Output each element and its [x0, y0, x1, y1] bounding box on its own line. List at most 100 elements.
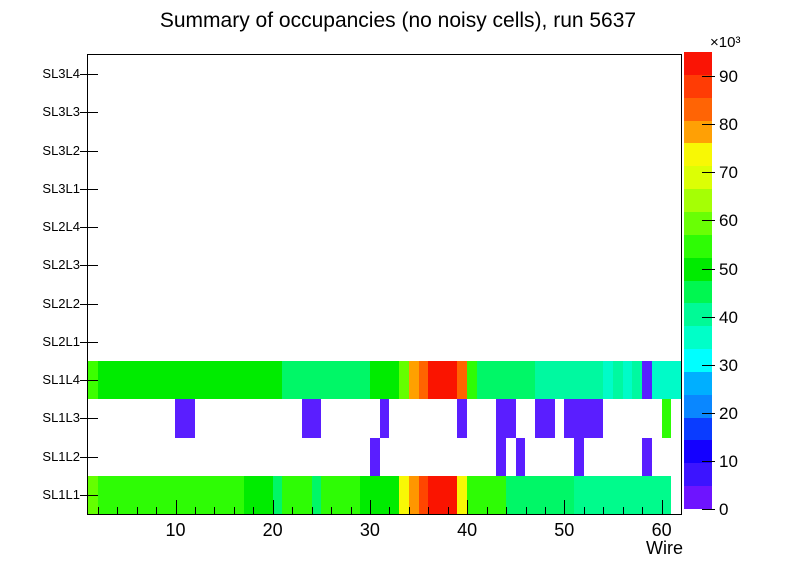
colorbar-band: [684, 51, 712, 75]
colorbar-tick: [702, 172, 715, 174]
x-axis-minor-tick: [233, 507, 235, 514]
colorbar-band: [684, 188, 712, 212]
x-axis-minor-tick: [253, 507, 255, 514]
x-axis-title: Wire: [646, 538, 683, 558]
y-axis-label: SL2L3: [42, 257, 80, 273]
y-axis-tick: [80, 227, 98, 229]
x-axis-minor-tick: [311, 507, 313, 514]
heatmap-cell: [496, 437, 507, 476]
x-axis-minor-tick: [97, 507, 99, 514]
heatmap-cell: [399, 361, 409, 400]
y-axis-tick: [80, 303, 98, 305]
colorbar-band: [684, 417, 712, 441]
colorbar-tick: [702, 316, 715, 318]
x-axis-minor-tick: [428, 507, 430, 514]
heatmap-cell: [574, 475, 672, 514]
heatmap-cell: [467, 475, 506, 514]
x-axis-minor-tick: [642, 507, 644, 514]
heatmap-cell: [428, 475, 458, 514]
heatmap-cell: [282, 361, 370, 400]
heatmap-cell: [574, 437, 584, 476]
y-axis-tick: [80, 380, 98, 382]
x-axis-tick-label: 30: [359, 520, 380, 540]
heatmap-cell: [535, 361, 604, 400]
x-axis-tick-label: 60: [651, 520, 672, 540]
y-axis-label: SL3L2: [42, 142, 80, 158]
colorbar-band: [684, 120, 712, 144]
colorbar-tick-label: 20: [719, 403, 738, 423]
heatmap-cell: [622, 361, 633, 400]
x-axis-tick: [661, 500, 663, 514]
heatmap-cell: [506, 475, 575, 514]
colorbar-tick: [702, 124, 715, 126]
heatmap-cell: [428, 361, 458, 400]
colorbar-tick: [702, 364, 715, 366]
z-axis-multiplier: ×10³: [710, 34, 741, 51]
x-axis-minor-tick: [156, 507, 157, 514]
colorbar-band: [684, 280, 712, 304]
heatmap-cell: [642, 437, 652, 476]
colorbar-tick-label: 60: [719, 211, 738, 231]
colorbar-tick: [702, 460, 715, 462]
colorbar-tick-label: 0: [719, 500, 729, 519]
x-axis-minor-tick: [214, 507, 216, 514]
colorbar-tick: [702, 509, 715, 510]
x-axis-minor-tick: [292, 507, 294, 514]
colorbar-band: [684, 257, 712, 281]
heatmap-cell: [399, 475, 409, 514]
colorbar-tick-label: 80: [719, 115, 738, 135]
heatmap-cell: [535, 399, 555, 438]
y-axis-label: SL1L1: [42, 486, 80, 502]
plot-frame: [87, 54, 682, 515]
colorbar-band: [684, 74, 712, 98]
x-axis-minor-tick: [194, 507, 196, 514]
colorbar-band: [684, 394, 712, 418]
colorbar-band: [684, 371, 712, 395]
x-axis-tick: [564, 500, 566, 514]
colorbar-tick: [702, 412, 715, 414]
heatmap-cell: [603, 361, 613, 400]
y-axis-label: SL1L4: [42, 372, 80, 388]
heatmap-cell: [408, 361, 419, 400]
heatmap-cell: [369, 437, 380, 476]
colorbar-tick: [702, 220, 715, 222]
y-axis-label: SL3L1: [42, 180, 80, 196]
y-axis-tick: [80, 74, 98, 76]
heatmap-cell: [321, 475, 361, 514]
y-axis-tick: [80, 418, 98, 420]
colorbar-band: [684, 234, 712, 258]
heatmap-cell: [651, 361, 681, 400]
x-axis-minor-tick: [136, 507, 138, 514]
colorbar-band: [684, 142, 712, 167]
y-axis-label: SL1L2: [42, 448, 80, 464]
x-axis-minor-tick: [408, 507, 410, 514]
x-axis-minor-tick: [447, 507, 449, 514]
heatmap-cell: [97, 475, 244, 514]
y-axis-tick: [80, 341, 98, 343]
y-axis-label: SL1L3: [42, 410, 80, 426]
heatmap-cell: [496, 399, 516, 438]
x-axis-minor-tick: [622, 507, 624, 514]
heatmap-cell: [418, 361, 429, 400]
heatmap-cell: [88, 475, 98, 514]
x-axis-minor-tick: [350, 507, 352, 514]
heatmap-cell: [457, 361, 468, 400]
colorbar-band: [684, 211, 712, 235]
heatmap-cell: [515, 437, 526, 476]
x-axis-tick: [272, 500, 274, 514]
colorbar-tick-label: 90: [719, 67, 738, 87]
colorbar-band: [684, 439, 712, 464]
heatmap-cell: [467, 361, 477, 400]
colorbar-tick-label: 30: [719, 355, 738, 375]
y-axis-tick: [80, 188, 98, 190]
colorbar-tick-label: 10: [719, 451, 738, 471]
heatmap-cell: [564, 399, 604, 438]
colorbar-band: [684, 97, 712, 121]
x-axis-minor-tick: [506, 507, 507, 514]
colorbar-band: [684, 165, 712, 190]
colorbar-band: [684, 348, 712, 372]
chart-title: Summary of occupancies (no noisy cells),…: [159, 9, 637, 32]
heatmap-cell: [457, 399, 468, 438]
y-axis-tick: [80, 112, 98, 114]
